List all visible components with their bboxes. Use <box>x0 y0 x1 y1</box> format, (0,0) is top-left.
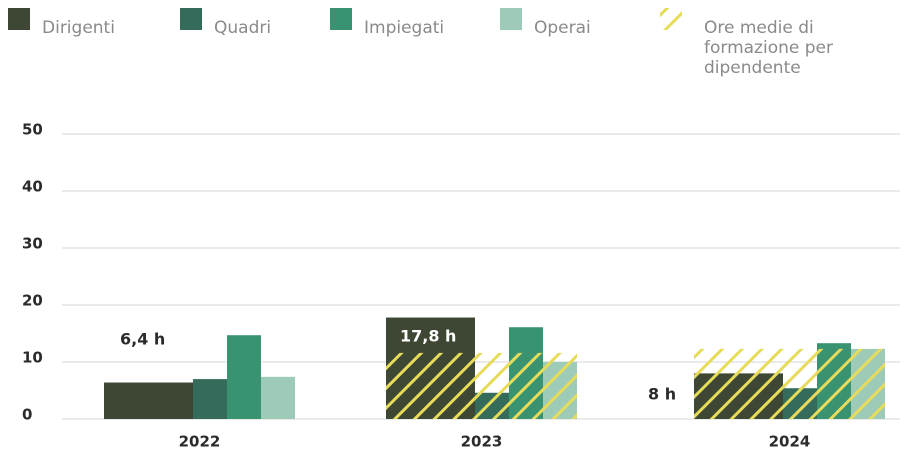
y-tick-label: 50 <box>22 121 43 139</box>
legend-label: Impiegati <box>364 18 444 38</box>
legend-swatch <box>180 8 202 30</box>
data-label: 17,8 h <box>400 327 456 346</box>
legend-label: Dirigenti <box>42 18 115 38</box>
x-tick-label: 2023 <box>461 433 503 451</box>
legend-swatch <box>8 8 30 30</box>
data-label: 6,4 h <box>120 330 165 349</box>
y-tick-label: 10 <box>22 349 43 367</box>
x-tick-label: 2024 <box>769 433 811 451</box>
hatch-bar <box>694 348 885 419</box>
hatch-bar <box>386 352 577 419</box>
legend-label: Operai <box>534 18 591 38</box>
legend-label: Ore medie di formazione per dipendente <box>704 18 833 78</box>
y-tick-label: 20 <box>22 292 43 310</box>
y-tick-label: 0 <box>22 406 32 424</box>
data-label: 8 h <box>648 385 676 404</box>
y-tick-label: 30 <box>22 235 43 253</box>
legend-swatch <box>660 8 682 30</box>
legend-swatch <box>330 8 352 30</box>
bar <box>193 379 227 419</box>
y-tick-label: 40 <box>22 178 43 196</box>
x-tick-label: 2022 <box>179 433 221 451</box>
bar <box>261 376 295 419</box>
bar <box>227 335 261 419</box>
legend-swatch <box>500 8 522 30</box>
legend-label: Quadri <box>214 18 271 38</box>
bar <box>104 382 193 419</box>
